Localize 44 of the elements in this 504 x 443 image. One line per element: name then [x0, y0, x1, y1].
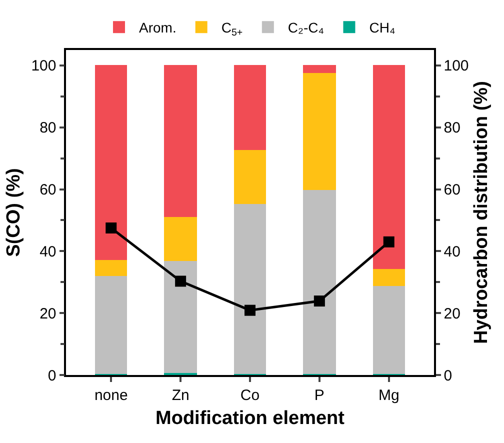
point — [106, 222, 117, 234]
bar — [95, 260, 127, 276]
point — [383, 236, 394, 248]
y2-tick-label: 40 — [444, 243, 460, 260]
x-axis-title: Modification element — [156, 408, 346, 430]
bar — [234, 204, 266, 374]
bar — [95, 276, 127, 374]
x-tick-label: Mg — [378, 386, 400, 404]
y-axis-title: S(CO) (%) — [4, 168, 25, 257]
point — [314, 296, 325, 307]
bar — [234, 150, 266, 204]
bar — [303, 73, 336, 190]
bar — [373, 269, 405, 286]
y-tick-label: 20 — [40, 305, 56, 322]
y2-tick-label: 20 — [444, 305, 460, 322]
legend-label: C₂-C₄ — [288, 20, 324, 36]
x-tick-label: none — [94, 386, 128, 404]
y2-tick-label: 0 — [444, 367, 452, 384]
y-tick-label: 0 — [48, 367, 56, 384]
bar — [164, 65, 197, 217]
x-tick-label: P — [314, 386, 324, 404]
y-tick-label: 80 — [40, 120, 56, 137]
y2-tick-label: 80 — [444, 120, 460, 137]
y-tick-label: 40 — [40, 243, 56, 260]
bar — [373, 286, 405, 374]
bar — [303, 190, 336, 374]
point — [244, 304, 256, 316]
bar — [164, 217, 197, 261]
y-tick-label: 60 — [40, 182, 56, 199]
legend-label: CH₄ — [369, 20, 396, 36]
bar — [303, 65, 336, 73]
bar — [234, 65, 266, 150]
x-tick-label: Co — [240, 386, 260, 404]
bar — [164, 261, 197, 373]
x-tick-label: Zn — [172, 386, 190, 404]
y2-axis-title: Hydrocarbon distribution (%) — [471, 81, 492, 344]
bar — [95, 65, 127, 260]
legend-label: Arom. — [139, 20, 176, 36]
point — [175, 276, 186, 287]
bar — [373, 65, 405, 269]
y2-tick-label: 100 — [444, 58, 469, 75]
legend-label: C$_{5+}$ — [221, 20, 243, 38]
y2-tick-label: 60 — [444, 182, 460, 199]
y-tick-label: 100 — [31, 58, 56, 75]
